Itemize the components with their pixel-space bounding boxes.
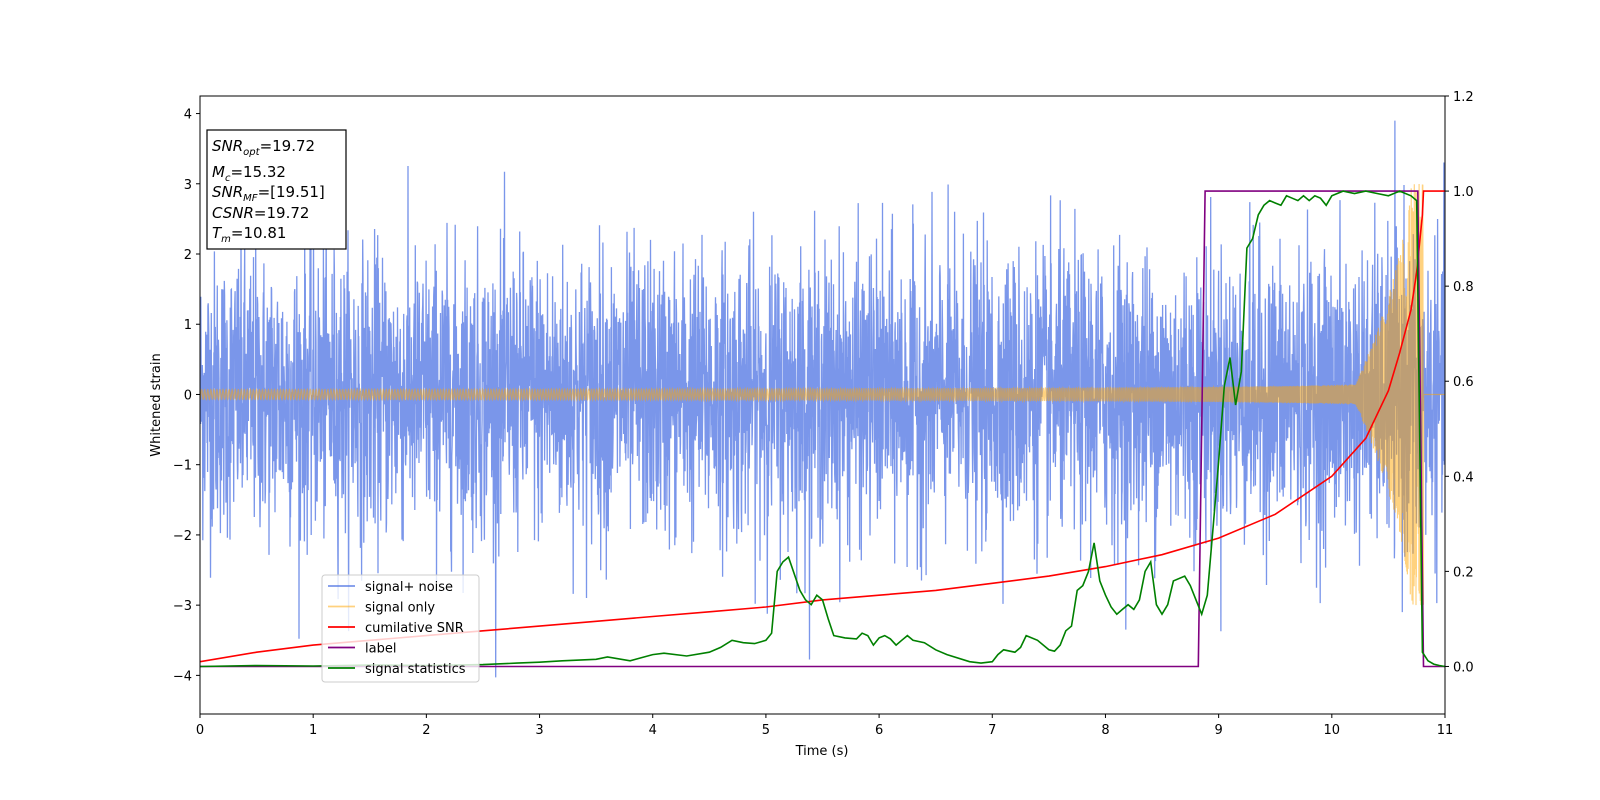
y-left-tick-label: −4 bbox=[173, 669, 192, 684]
legend-label: label bbox=[365, 642, 396, 657]
series-line-signal-only bbox=[200, 183, 1445, 606]
legend-item: signal only bbox=[328, 601, 435, 616]
y-right-tick-label: 0.2 bbox=[1453, 565, 1474, 580]
y-right-tick-label: 1.2 bbox=[1453, 90, 1474, 105]
annotation-line: Tm=10.81 bbox=[212, 224, 286, 245]
x-tick-label: 3 bbox=[535, 723, 543, 738]
x-tick-label: 9 bbox=[1214, 723, 1222, 738]
legend-label: cumilative SNR bbox=[365, 621, 464, 636]
y-right-tick-label: 0.6 bbox=[1453, 375, 1474, 390]
x-tick-label: 4 bbox=[649, 723, 657, 738]
y-right-tick-label: 0.8 bbox=[1453, 280, 1474, 295]
x-axis-label: Time (s) bbox=[795, 744, 849, 759]
legend-item: cumilative SNR bbox=[328, 621, 464, 636]
x-tick-label: 1 bbox=[309, 723, 317, 738]
x-tick-label: 8 bbox=[1101, 723, 1109, 738]
y-left-tick-label: 4 bbox=[184, 108, 192, 123]
x-tick-label: 2 bbox=[422, 723, 430, 738]
annotation-line: CSNR=19.72 bbox=[212, 204, 309, 222]
y-left-tick-label: 2 bbox=[184, 248, 192, 263]
annotation-line: SNRMF=[19.51] bbox=[212, 183, 325, 204]
x-tick-label: 10 bbox=[1324, 723, 1341, 738]
series-line-signal-statistics bbox=[200, 190, 1445, 668]
legend-label: signal statistics bbox=[365, 662, 466, 677]
annotation-line: Mc=15.32 bbox=[212, 163, 286, 184]
y-left-tick-label: −3 bbox=[173, 599, 192, 614]
y-left-tick-label: 0 bbox=[184, 388, 192, 403]
y-axis-label: Whitened strain bbox=[149, 353, 164, 456]
y-right-tick-label: 1.0 bbox=[1453, 185, 1474, 200]
legend-label: signal only bbox=[365, 601, 435, 616]
plot-frame bbox=[199, 95, 1446, 715]
legend-item: signal statistics bbox=[328, 662, 466, 677]
legend-label: signal+ noise bbox=[365, 580, 453, 595]
annotation-line: SNRopt=19.72 bbox=[212, 137, 315, 158]
y-left-tick-label: 1 bbox=[184, 318, 192, 333]
x-tick-label: 5 bbox=[762, 723, 770, 738]
y-right-tick-label: 0.4 bbox=[1453, 470, 1474, 485]
x-tick-label: 0 bbox=[196, 723, 204, 738]
y-left-tick-label: 3 bbox=[184, 178, 192, 193]
x-tick-label: 11 bbox=[1437, 723, 1454, 738]
legend-item: signal+ noise bbox=[328, 580, 453, 595]
x-tick-label: 7 bbox=[988, 723, 996, 738]
stats-annotation-box: SNRopt=19.72 Mc=15.32SNRMF=[19.51]CSNR=19… bbox=[206, 129, 347, 250]
series-line-label bbox=[200, 190, 1445, 668]
legend: signal+ noise signal only cumilative SNR la… bbox=[321, 574, 480, 683]
y-right-tick-label: 0.0 bbox=[1453, 660, 1474, 675]
y-left-tick-label: −2 bbox=[173, 529, 192, 544]
x-tick-label: 6 bbox=[875, 723, 883, 738]
y-left-tick-label: −1 bbox=[173, 459, 192, 474]
legend-item: label bbox=[328, 642, 396, 657]
